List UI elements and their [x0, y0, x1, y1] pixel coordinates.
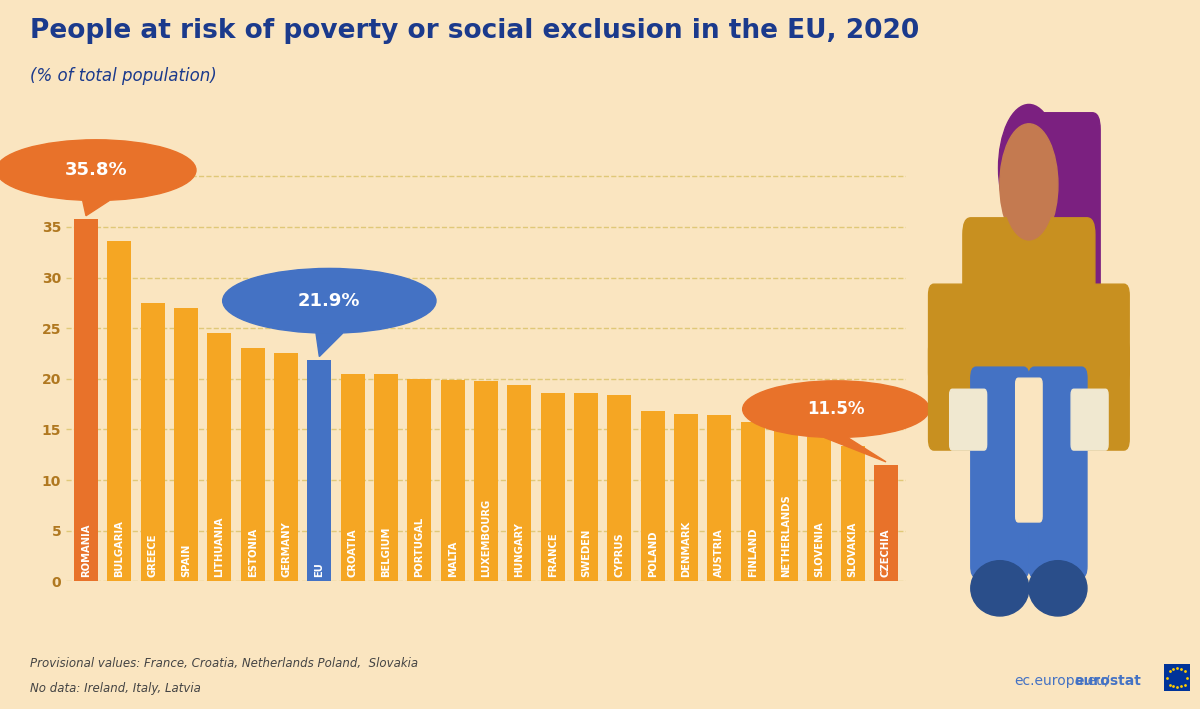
Text: GERMANY: GERMANY [281, 522, 292, 577]
FancyBboxPatch shape [929, 284, 984, 384]
Text: SLOVAKIA: SLOVAKIA [847, 522, 858, 577]
Text: eurostat: eurostat [1074, 674, 1141, 688]
Ellipse shape [1028, 561, 1087, 616]
Text: BULGARIA: BULGARIA [114, 520, 125, 577]
Bar [341, 374, 365, 581]
Circle shape [223, 269, 436, 333]
Text: 35.8%: 35.8% [65, 161, 127, 179]
Text: 21.9%: 21.9% [298, 292, 360, 310]
Bar [641, 411, 665, 581]
Circle shape [0, 140, 196, 201]
Circle shape [998, 104, 1060, 232]
Bar [440, 380, 464, 581]
Bar [740, 423, 764, 581]
Text: MALTA: MALTA [448, 541, 457, 577]
Text: LITHUANIA: LITHUANIA [215, 517, 224, 577]
Bar [374, 374, 398, 581]
Text: People at risk of poverty or social exclusion in the EU, 2020: People at risk of poverty or social excl… [30, 18, 919, 44]
Text: ESTONIA: ESTONIA [247, 528, 258, 577]
Circle shape [743, 381, 929, 437]
Bar [208, 333, 232, 581]
Text: ec.europa.eu/: ec.europa.eu/ [1014, 674, 1110, 688]
Text: SWEDEN: SWEDEN [581, 529, 592, 577]
FancyBboxPatch shape [1028, 367, 1087, 577]
FancyBboxPatch shape [949, 389, 986, 450]
Bar [274, 354, 298, 581]
Text: (% of total population): (% of total population) [30, 67, 217, 85]
Bar [508, 385, 532, 581]
Text: NETHERLANDS: NETHERLANDS [781, 495, 791, 577]
Bar [674, 414, 698, 581]
Bar [774, 420, 798, 581]
Text: Provisional values: France, Croatia, Netherlands Poland,  Slovakia: Provisional values: France, Croatia, Net… [30, 657, 418, 670]
Ellipse shape [971, 561, 1028, 616]
Bar [808, 437, 832, 581]
FancyBboxPatch shape [1074, 284, 1129, 384]
Bar [107, 241, 131, 581]
Polygon shape [316, 333, 343, 357]
Text: LUXEMBOURG: LUXEMBOURG [481, 499, 491, 577]
FancyBboxPatch shape [1015, 378, 1042, 522]
Bar [407, 379, 431, 581]
Bar [841, 446, 865, 581]
Text: BELGIUM: BELGIUM [380, 527, 391, 577]
Text: HUNGARY: HUNGARY [515, 523, 524, 577]
Text: CROATIA: CROATIA [348, 529, 358, 577]
Bar [241, 348, 265, 581]
Text: CZECHIA: CZECHIA [881, 529, 890, 577]
FancyBboxPatch shape [962, 218, 1094, 411]
Bar [474, 381, 498, 581]
Bar [707, 415, 731, 581]
Text: EU: EU [314, 562, 324, 577]
Text: 11.5%: 11.5% [808, 400, 865, 418]
Bar [541, 393, 565, 581]
FancyBboxPatch shape [1015, 201, 1042, 262]
Text: ROMANIA: ROMANIA [82, 524, 91, 577]
Bar [607, 395, 631, 581]
Text: FRANCE: FRANCE [547, 532, 558, 577]
Text: PORTUGAL: PORTUGAL [414, 517, 425, 577]
Bar [140, 303, 164, 581]
Text: AUSTRIA: AUSTRIA [714, 529, 725, 577]
FancyBboxPatch shape [1081, 340, 1129, 450]
FancyBboxPatch shape [971, 367, 1028, 577]
Circle shape [1002, 129, 1055, 240]
Bar [874, 465, 898, 581]
Text: DENMARK: DENMARK [680, 521, 691, 577]
Bar [307, 359, 331, 581]
Text: FINLAND: FINLAND [748, 527, 757, 577]
Polygon shape [824, 437, 886, 462]
FancyBboxPatch shape [1026, 113, 1100, 356]
Bar [74, 219, 98, 581]
Text: SPAIN: SPAIN [181, 544, 191, 577]
Text: GREECE: GREECE [148, 534, 157, 577]
Text: POLAND: POLAND [648, 531, 658, 577]
FancyBboxPatch shape [929, 340, 976, 450]
Polygon shape [83, 201, 109, 216]
Bar [574, 393, 598, 581]
Text: CYPRUS: CYPRUS [614, 532, 624, 577]
Text: SLOVENIA: SLOVENIA [815, 522, 824, 577]
Circle shape [1000, 124, 1058, 245]
Bar [174, 308, 198, 581]
Text: No data: Ireland, Italy, Latvia: No data: Ireland, Italy, Latvia [30, 682, 200, 695]
FancyBboxPatch shape [1072, 389, 1108, 450]
